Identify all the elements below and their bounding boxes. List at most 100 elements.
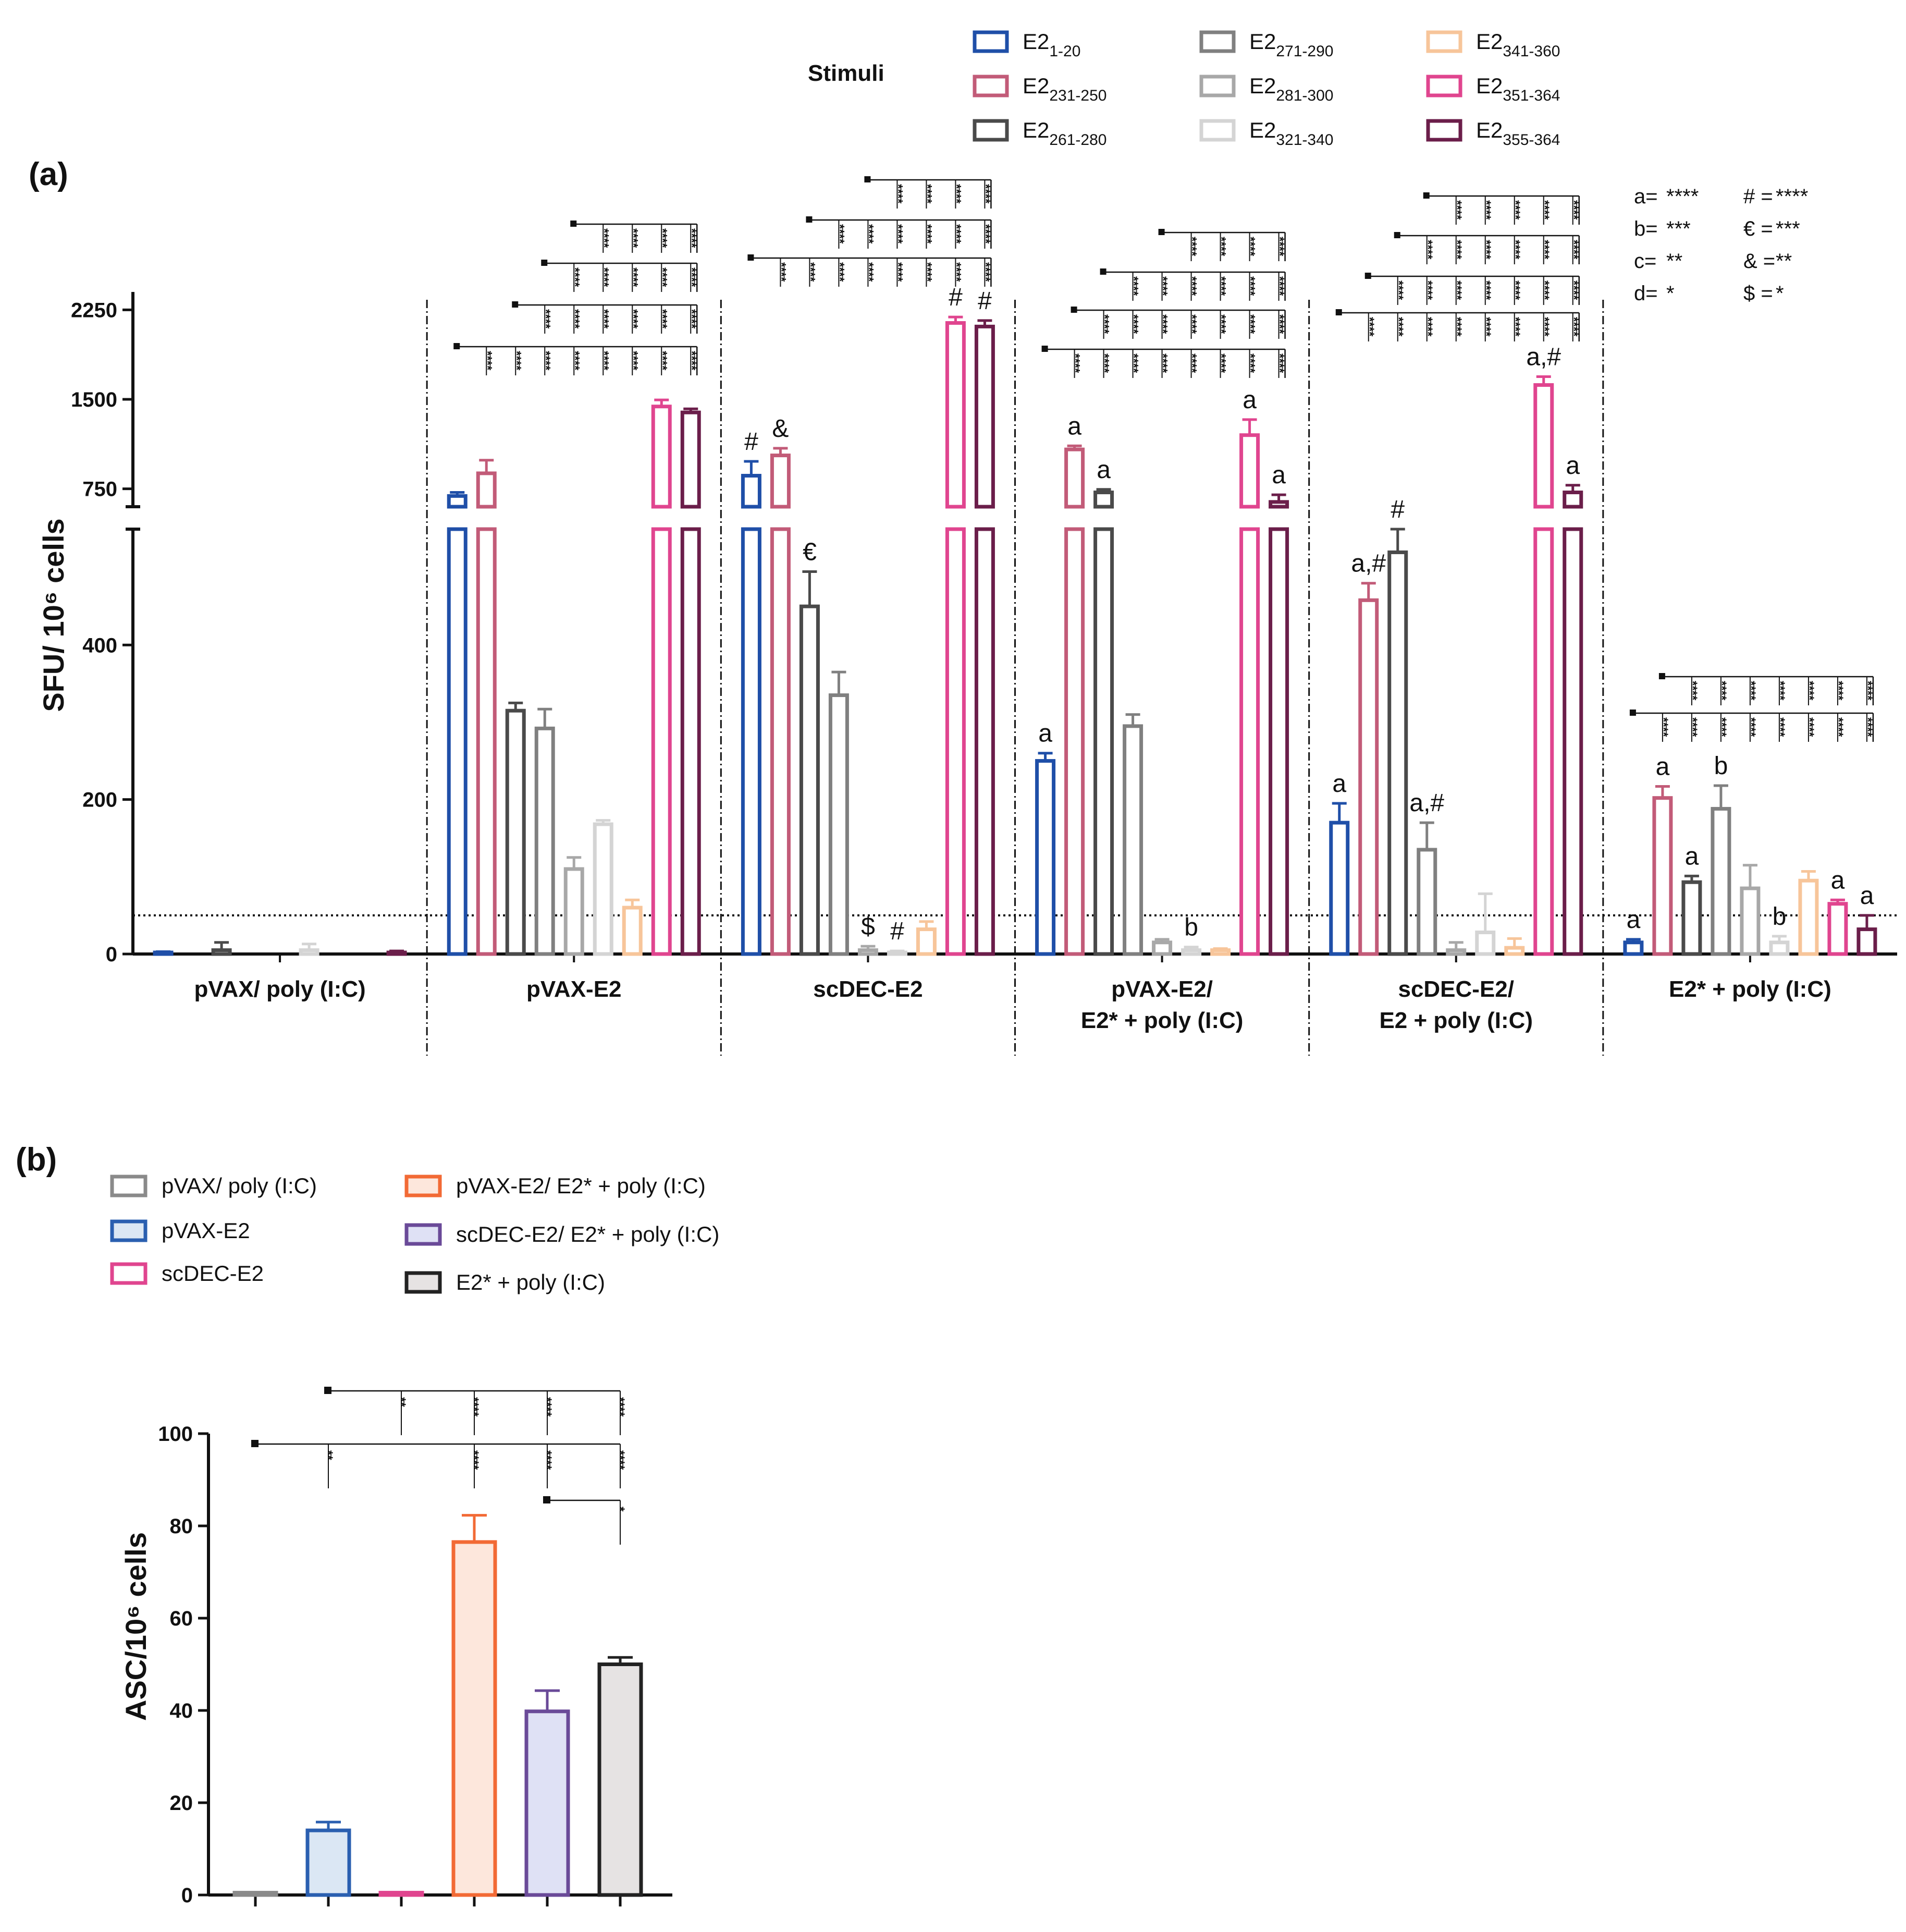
bar [974,324,995,509]
legend-label: E2355-364 [1476,118,1560,149]
bracket-stars: **** [832,224,846,244]
bar [1798,878,1819,956]
bar [651,405,672,509]
bar [1769,940,1790,956]
group-label: pVAX-E2/ [1111,976,1213,1002]
bar [1064,527,1085,956]
legend-label: E21-20 [1023,29,1080,60]
bar [1387,550,1408,956]
legend-swatch [1199,75,1236,97]
bar [651,527,672,956]
bar [1681,880,1702,956]
bracket-stars: **** [978,224,992,244]
significance-annotation: a [1038,720,1052,748]
bracket-stars: **** [480,351,494,371]
sig-key-value: * [1776,282,1784,305]
significance-annotation: a [1685,842,1699,870]
bracket-stars: **** [1244,314,1258,334]
legend-swatch [973,30,1009,53]
y-tick-label: 80 [170,1515,193,1538]
bracket-stars: **** [568,309,582,329]
bar [1504,946,1525,956]
bracket-stars: **** [1214,237,1228,256]
bracket-stars: **** [1273,353,1287,373]
significance-annotation: a [1097,456,1111,484]
bracket-anchor [570,221,577,227]
bar [1035,759,1056,956]
y-tick-label: 0 [181,1884,193,1907]
bracket-stars: **** [655,228,669,248]
bar [534,726,555,956]
legend-label: E2* + poly (I:C) [456,1270,605,1294]
bracket-stars: **** [684,267,698,287]
bar [974,527,995,956]
bracket-stars: **** [1479,280,1493,300]
bracket-stars: **** [1656,717,1670,737]
chart-b-ylabel: ASC/10⁶ cells [119,1532,152,1721]
sig-key-value: **** [1666,185,1699,208]
bar [945,527,966,956]
bar [299,948,319,956]
bracket-anchor [806,216,813,223]
bracket-stars: **** [1508,240,1522,260]
bar [597,1662,643,1897]
bar [476,527,497,956]
bracket-stars: **** [1538,200,1552,220]
bar [1239,527,1260,956]
bracket-stars: ** [321,1450,335,1460]
bracket-stars: **** [568,351,582,371]
bar [447,494,468,509]
bracket-stars: **** [978,184,992,204]
significance-annotation: a [1860,882,1874,910]
significance-annotation: a,# [1351,550,1386,578]
bar [770,527,791,956]
legend-label: pVAX-E2 [162,1218,250,1243]
significance-annotation: a [1627,906,1641,934]
legend-swatch [404,1271,442,1294]
bracket-stars: **** [626,309,640,329]
bar [1181,948,1202,956]
y-tick-label: 750 [82,478,117,501]
legend-label-sub: 1-20 [1049,43,1080,60]
bracket-stars: **** [684,351,698,371]
bar [211,948,232,956]
bracket-stars: **** [1450,317,1464,337]
sig-key-value: ** [1776,250,1792,273]
bracket-stars: **** [1802,717,1816,737]
bracket-stars: **** [891,262,905,282]
y-tick-label: 60 [170,1607,193,1630]
bracket-stars: **** [1450,200,1464,220]
bar [1533,527,1554,956]
bracket-stars: **** [684,228,698,248]
bracket-anchor [543,1496,550,1503]
bracket-stars: **** [862,224,876,244]
bracket-stars: **** [626,267,640,287]
bracket-stars: **** [920,184,934,204]
bracket-stars: **** [1392,280,1406,300]
bar [524,1709,570,1897]
bar [1711,806,1731,956]
bracket-stars: **** [613,1397,627,1417]
bracket-stars: **** [1450,240,1464,260]
bar [378,1891,424,1897]
bracket-stars: ** [394,1397,408,1407]
legend-label-base: E2 [1476,118,1503,142]
bracket-stars: **** [1244,353,1258,373]
bracket-stars: **** [467,1450,481,1470]
legend-label: E2231-250 [1023,74,1106,104]
bar [857,948,878,956]
bracket-stars: **** [1244,237,1258,256]
bar [741,473,761,509]
bracket-stars: **** [1538,317,1552,337]
bracket-stars: **** [1214,276,1228,296]
bracket-stars: **** [774,262,788,282]
bracket-stars: **** [1861,717,1875,737]
bracket-stars: **** [1715,717,1729,737]
sig-key-value: **** [1776,185,1808,208]
bar [828,693,849,956]
sig-key-symbol: d= [1634,282,1658,305]
bracket-stars: **** [1450,280,1464,300]
bracket-stars: **** [1508,280,1522,300]
bracket-stars: **** [1567,240,1581,260]
bracket-stars: **** [1567,200,1581,220]
